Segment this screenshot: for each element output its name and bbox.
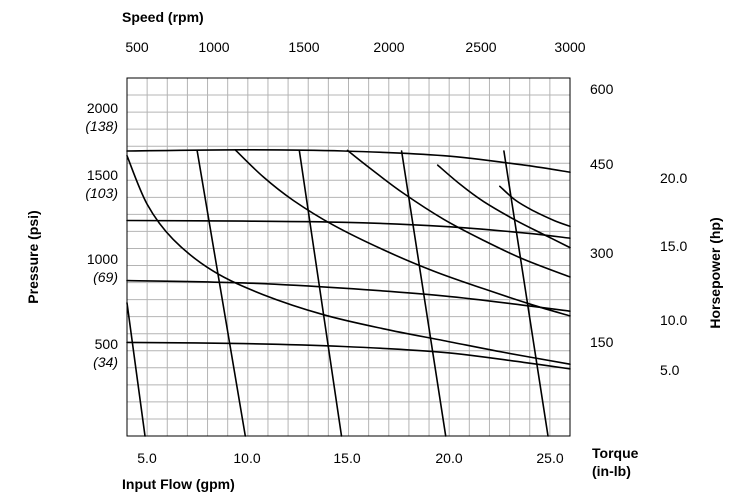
speed-tick: 3000 — [554, 39, 585, 55]
speed-tick: 1500 — [288, 39, 319, 55]
pressure-tick-metric: (138) — [85, 118, 118, 134]
speed-line-5 — [503, 150, 549, 437]
speed-line-3 — [298, 150, 343, 437]
speed-tick: 2500 — [465, 39, 496, 55]
horsepower-tick: 10.0 — [660, 312, 687, 328]
flow-tick: 20.0 — [435, 450, 462, 466]
speed-line-2 — [196, 150, 247, 437]
speed-tick: 500 — [125, 39, 149, 55]
pressure-ticks: 2000 (138) 1500 (103) 1000 (69) 500 (34) — [85, 100, 118, 370]
pressure-curve-2 — [126, 219, 571, 239]
horsepower-curve-4 — [436, 164, 571, 249]
torque-ticks: 600 450 300 150 — [590, 81, 614, 350]
pressure-tick-metric: (34) — [93, 354, 118, 370]
pressure-curve-1 — [126, 148, 571, 173]
speed-axis-label: Speed (rpm) — [122, 9, 204, 25]
torque-tick: 600 — [590, 81, 614, 97]
torque-tick: 150 — [590, 334, 614, 350]
speed-line-4 — [400, 150, 447, 437]
pressure-tick-metric: (69) — [93, 269, 118, 285]
horsepower-curve-3 — [346, 149, 571, 278]
pressure-curve-3 — [126, 279, 571, 312]
pressure-curve-4 — [126, 341, 571, 370]
horsepower-axis-label: Horsepower (hp) — [707, 217, 723, 328]
pressure-tick: 1000 — [87, 251, 118, 267]
torque-axis-label: Torque — [592, 445, 639, 461]
flow-tick: 5.0 — [137, 450, 157, 466]
speed-tick: 1000 — [198, 39, 229, 55]
horsepower-tick: 20.0 — [660, 170, 687, 186]
pressure-tick-metric: (103) — [85, 185, 118, 201]
flow-ticks: 5.0 10.0 15.0 20.0 25.0 — [137, 450, 564, 466]
flow-tick: 15.0 — [333, 450, 360, 466]
horsepower-tick: 15.0 — [660, 238, 687, 254]
speed-ticks: 500 1000 1500 2000 2500 3000 — [125, 39, 585, 55]
flow-axis-label: Input Flow (gpm) — [122, 476, 235, 492]
grid — [127, 78, 570, 436]
pressure-axis-label: Pressure (psi) — [25, 210, 41, 303]
torque-tick: 450 — [590, 156, 614, 172]
plot-frame — [126, 77, 571, 437]
flow-tick: 10.0 — [233, 450, 260, 466]
pressure-tick: 1500 — [87, 167, 118, 183]
horsepower-curve-1 — [126, 154, 571, 365]
torque-axis-label-unit: (in-lb) — [592, 463, 631, 479]
flow-tick: 25.0 — [536, 450, 563, 466]
horsepower-tick: 5.0 — [660, 362, 680, 378]
pressure-tick: 500 — [95, 336, 119, 352]
torque-tick: 300 — [590, 245, 614, 261]
horsepower-curve-2 — [234, 149, 571, 317]
pressure-tick: 2000 — [87, 100, 118, 116]
curves — [126, 148, 571, 437]
speed-line-1 — [126, 302, 146, 437]
horsepower-ticks: 20.0 15.0 10.0 5.0 — [660, 170, 687, 378]
speed-tick: 2000 — [373, 39, 404, 55]
